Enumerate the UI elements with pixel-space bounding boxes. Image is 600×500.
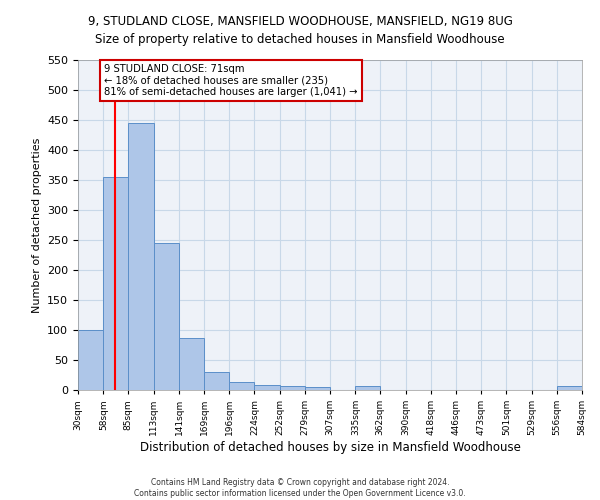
Text: Size of property relative to detached houses in Mansfield Woodhouse: Size of property relative to detached ho… <box>95 32 505 46</box>
Bar <box>154 243 179 390</box>
Text: 9 STUDLAND CLOSE: 71sqm
← 18% of detached houses are smaller (235)
81% of semi-d: 9 STUDLAND CLOSE: 71sqm ← 18% of detache… <box>104 64 358 98</box>
Bar <box>128 123 154 390</box>
Bar <box>254 384 280 390</box>
Bar <box>557 386 582 390</box>
Bar <box>179 338 205 390</box>
Bar <box>305 387 330 390</box>
Text: 9, STUDLAND CLOSE, MANSFIELD WOODHOUSE, MANSFIELD, NG19 8UG: 9, STUDLAND CLOSE, MANSFIELD WOODHOUSE, … <box>88 15 512 28</box>
Bar <box>229 382 254 390</box>
Y-axis label: Number of detached properties: Number of detached properties <box>32 138 41 312</box>
X-axis label: Distribution of detached houses by size in Mansfield Woodhouse: Distribution of detached houses by size … <box>140 441 520 454</box>
Bar <box>205 372 229 390</box>
Bar <box>103 177 128 390</box>
Bar <box>280 386 305 390</box>
Bar <box>355 386 380 390</box>
Text: Contains HM Land Registry data © Crown copyright and database right 2024.
Contai: Contains HM Land Registry data © Crown c… <box>134 478 466 498</box>
Bar <box>78 330 103 390</box>
